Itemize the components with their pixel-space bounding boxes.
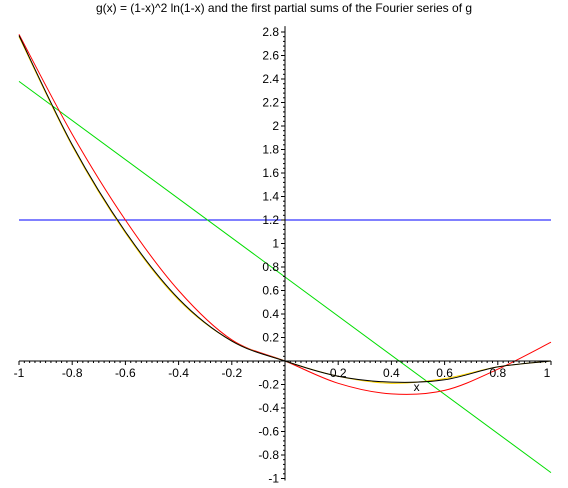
x-tick-label: 0.6 [436,366,453,380]
y-tick-label: 2.2 [262,96,279,110]
x-tick-label: 0.2 [330,366,347,380]
y-tick-label: 1.4 [262,190,279,204]
x-tick-label: -0.2 [221,366,242,380]
x-tick-label: 0.4 [383,366,400,380]
x-tick-label: 0.8 [489,366,506,380]
y-tick-label: -1 [268,472,279,486]
y-tick-label: 1.6 [262,166,279,180]
y-tick-label: -0.4 [258,401,279,415]
y-tick-label: 2 [272,119,279,133]
x-tick-label: -0.6 [115,366,136,380]
y-tick-label: 2.8 [262,25,279,39]
x-axis-label: x [414,380,420,394]
y-tick-label: 1.8 [262,143,279,157]
x-tick-label: -0.4 [168,366,189,380]
y-tick-label: 2.6 [262,49,279,63]
y-tick-label: -0.8 [258,448,279,462]
x-tick-label: 1 [544,366,551,380]
y-tick-label: -0.2 [258,378,279,392]
series-line-black [18,35,552,383]
x-tick-label: -0.8 [62,366,83,380]
y-tick-label: -0.6 [258,425,279,439]
y-tick-label: 2.4 [262,72,279,86]
y-tick-label: 0.4 [262,307,279,321]
y-tick-label: 1 [272,237,279,251]
axes-layer [18,26,552,481]
y-tick-label: 1.2 [262,213,279,227]
y-tick-label: 0.8 [262,260,279,274]
y-tick-label: 0.6 [262,284,279,298]
labels-layer: -1 -0.8 -0.6 -0.4 -0.2 0.2 0.4 0.6 0.8 1 -1 -0.8 -0.… [14,25,551,486]
chart-title: g(x) = (1-x)^2 ln(1-x) and the first par… [95,1,473,15]
x-tick-label: -1 [14,366,25,380]
y-tick-label: 0.2 [262,331,279,345]
